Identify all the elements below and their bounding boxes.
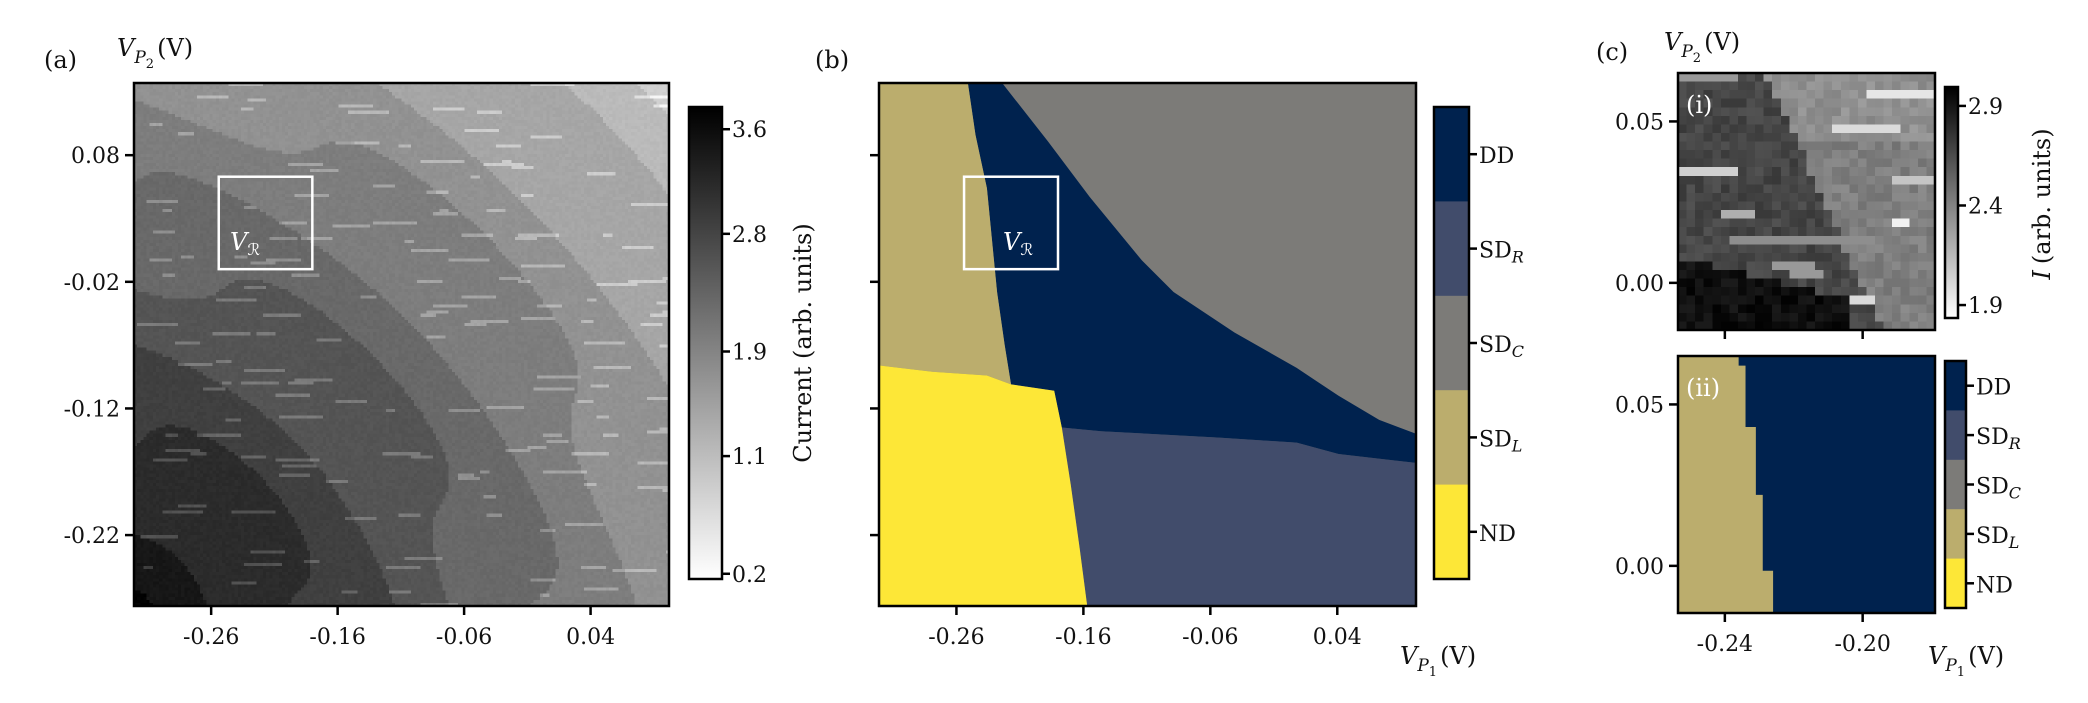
- panel-c-ii-colorbar-segment-sd-r: [1945, 410, 1966, 461]
- panel-a-x-tick-label: -0.06: [436, 625, 492, 650]
- panel-b-colorbar-segment-sd-l: [1434, 390, 1469, 486]
- panel-label-c: (c): [1596, 38, 1628, 66]
- panel-b-x-tick-label: 0.04: [1313, 625, 1362, 650]
- panel-a-frame: [132, 81, 671, 608]
- panel-c-i-colorbar: [1943, 85, 1960, 320]
- panel-c-ii-y-tick-label: 0.05: [1615, 393, 1664, 418]
- panel-c-ii-y-tick-label: 0.00: [1615, 555, 1664, 580]
- panel-c-i-colorbar-tick-label: 1.9: [1968, 294, 2003, 319]
- panel-b-colorbar-segment-dd: [1434, 107, 1469, 202]
- annotation-vr-b: Vℛ: [1003, 228, 1033, 259]
- region-sd-l: [1678, 356, 1774, 613]
- y-axis-label-c: VP2(V): [1664, 28, 1740, 66]
- panel-c-ii-colorbar-segment-dd: [1945, 361, 1966, 411]
- region-sd-l: [879, 83, 1012, 385]
- annotation-vr-a: Vℛ: [230, 228, 260, 259]
- panel-c-ii-colorbar-segment-sd-l: [1945, 509, 1966, 560]
- panel-label-c-ii: (ii): [1686, 374, 1720, 402]
- panel-b-colorbar-segment-sd-c: [1434, 295, 1469, 391]
- panel-c-i-colorbar-tick-label: 2.9: [1968, 95, 2003, 120]
- panel-c-ii-colorbar-label-nd: ND: [1976, 573, 2013, 598]
- panel-c-ii-frame: [1676, 354, 1937, 615]
- panel-b-regions: [879, 83, 1416, 606]
- panel-b-frame: [877, 81, 1418, 608]
- panel-a-y-tick-label: 0.08: [71, 144, 120, 169]
- panel-b-x-tick-label: -0.06: [1182, 625, 1238, 650]
- panel-label-b: (b): [815, 46, 849, 74]
- region-dd: [967, 83, 1416, 463]
- panel-a-colorbar-tick-label: 1.1: [732, 445, 767, 470]
- panel-b-colorbar-label-sd-c: SDC: [1479, 333, 1524, 361]
- panel-label-c-i: (i): [1686, 91, 1712, 119]
- colorbar-label-c-i: I(arb. units): [2028, 128, 2056, 280]
- panel-b-colorbar-label-nd: ND: [1479, 522, 1516, 547]
- panel-c-ii-colorbar-label-sd-c: SDC: [1976, 475, 2021, 503]
- y-axis-label-a: VP2(V): [117, 34, 193, 72]
- panel-c-i-y-tick-label: 0.00: [1615, 272, 1664, 297]
- panel-c-ii-colorbar-segment-nd: [1945, 558, 1966, 609]
- panel-a-x-tick-label: 0.04: [566, 625, 615, 650]
- panel-b-x-tick-label: -0.26: [928, 625, 984, 650]
- region-nd: [879, 365, 1088, 606]
- x-axis-label-c: VP1(V): [1928, 642, 2004, 680]
- panel-label-a: (a): [44, 46, 77, 74]
- panel-a-y-tick-label: -0.12: [64, 397, 120, 422]
- panel-c-ii-colorbar-segment-sd-c: [1945, 459, 1966, 510]
- panel-a-y-tick-label: -0.02: [64, 271, 120, 296]
- panel-c-i-current-heatmap: [1678, 73, 1935, 330]
- panel-a-y-tick-label: -0.22: [64, 524, 120, 549]
- panel-b-vr-box: [962, 175, 1060, 271]
- panel-b-colorbar-segment-sd-r: [1434, 201, 1469, 297]
- panel-a-x-tick-label: -0.26: [183, 625, 239, 650]
- panel-c-ii-x-tick-label: -0.20: [1834, 632, 1890, 657]
- panel-b-colorbar-label-sd-r: SDR: [1479, 239, 1524, 267]
- panel-a-colorbar: [687, 105, 724, 581]
- panel-a-x-tick-label: -0.16: [309, 625, 365, 650]
- panel-b-colorbar-segment-nd: [1434, 484, 1469, 580]
- panel-a-colorbar-tick-label: 1.9: [732, 340, 767, 365]
- colorbar-label-a: Current (arb. units): [789, 223, 817, 462]
- panel-c-ii-regions: [1678, 356, 1935, 613]
- x-axis-label-b: VP1(V): [1400, 642, 1476, 680]
- panel-c-i-y-tick-label: 0.05: [1615, 110, 1664, 135]
- panel-a-vr-box: [217, 175, 314, 271]
- panel-c-i-colorbar-tick-label: 2.4: [1968, 194, 2003, 219]
- panel-c-ii-colorbar-frame: [1943, 359, 1968, 610]
- panel-c-i-frame: [1676, 71, 1937, 332]
- panel-c-ii-x-tick-label: -0.24: [1697, 632, 1753, 657]
- panel-b-colorbar-label-sd-l: SDL: [1479, 427, 1522, 455]
- panel-a-colorbar-tick-label: 0.2: [732, 563, 767, 588]
- panel-a-colorbar-tick-label: 2.8: [732, 223, 767, 248]
- axes-marks: -0.26 -0.16 -0.06 0.04 0.08 -0.02 -0.12 -0.22 -0…: [64, 71, 2021, 657]
- panel-b-colorbar-frame: [1432, 105, 1471, 581]
- region-sd-r: [1061, 427, 1416, 606]
- panel-c-ii-colorbar-label-sd-l: SDL: [1976, 524, 2019, 552]
- panel-a-colorbar-tick-label: 3.6: [732, 118, 767, 143]
- panel-a-current-heatmap: [134, 83, 669, 606]
- panel-b-colorbar-label-dd: DD: [1479, 144, 1514, 169]
- panel-c-ii-colorbar-label-dd: DD: [1976, 376, 2011, 401]
- panel-b-x-tick-label: -0.16: [1055, 625, 1111, 650]
- panel-c-ii-colorbar-label-sd-r: SDR: [1976, 425, 2021, 453]
